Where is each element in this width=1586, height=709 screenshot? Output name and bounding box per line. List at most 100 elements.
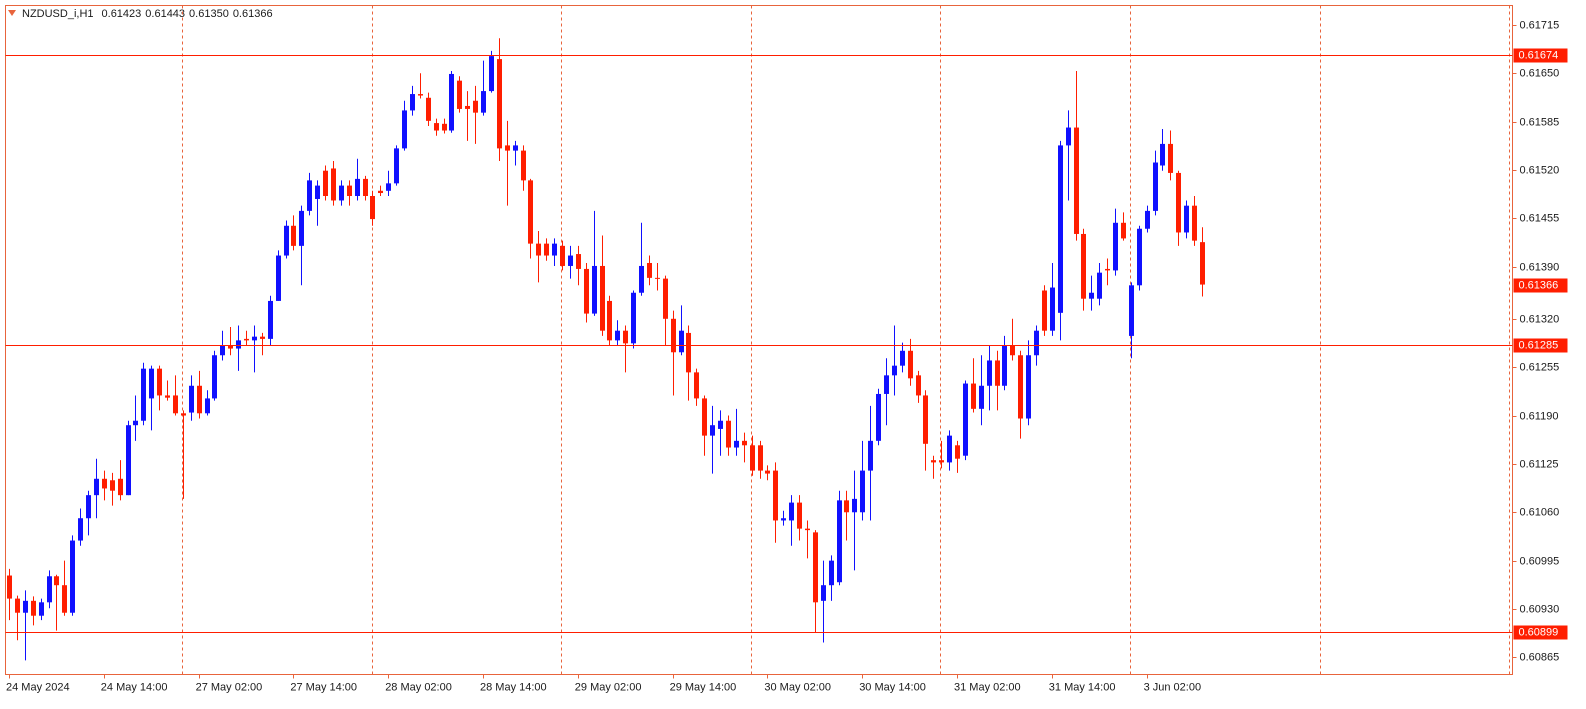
- candle-body: [884, 375, 889, 394]
- y-tick-label: 0.61520: [1520, 164, 1560, 176]
- candle-body: [410, 94, 415, 111]
- x-tick-label: 30 May 02:00: [764, 681, 831, 693]
- candle-body: [268, 300, 273, 339]
- candle-body: [442, 123, 447, 131]
- candle-body: [197, 385, 202, 414]
- candle-body: [165, 395, 170, 398]
- candle-body: [7, 575, 12, 599]
- candle-body: [702, 398, 707, 436]
- candle-body: [212, 355, 217, 399]
- candle-body: [710, 425, 715, 436]
- header-marker: [8, 10, 16, 16]
- candle-body: [157, 368, 162, 396]
- candle-body: [1034, 330, 1039, 356]
- candle-body: [1153, 162, 1158, 211]
- candle-body: [584, 268, 589, 314]
- candle-body: [1050, 287, 1055, 331]
- candle-body: [236, 340, 241, 349]
- candle-body: [149, 368, 154, 399]
- x-tick-label: 3 Jun 02:00: [1144, 681, 1202, 693]
- candle-body: [931, 460, 936, 463]
- candle-body: [276, 255, 281, 301]
- candle-body: [1184, 205, 1189, 233]
- candle-body: [513, 145, 518, 151]
- y-tick-label: 0.61390: [1520, 261, 1560, 273]
- candle-body: [686, 332, 691, 373]
- candle-body: [647, 262, 652, 278]
- candle-body: [126, 425, 131, 496]
- header-low: 0.61350: [189, 8, 229, 20]
- candle-body: [94, 478, 99, 496]
- candle-body: [821, 585, 826, 601]
- candle-body: [963, 383, 968, 456]
- candle-body: [1200, 242, 1205, 285]
- candle-body: [1018, 355, 1023, 419]
- candle-body: [623, 330, 628, 344]
- x-tick-label: 28 May 02:00: [385, 681, 452, 693]
- candle-body: [299, 210, 304, 246]
- candle-body: [86, 495, 91, 519]
- candle-body: [600, 265, 605, 331]
- candle-body: [876, 393, 881, 441]
- candle-body: [118, 478, 123, 496]
- candle-body: [1074, 127, 1079, 234]
- candle-body: [78, 518, 83, 541]
- candle-body: [663, 278, 668, 319]
- candle-body: [228, 345, 233, 349]
- level-price-label: 0.60899: [1519, 626, 1559, 638]
- candle-body: [1042, 290, 1047, 331]
- candle-body: [1145, 210, 1150, 229]
- header-open: 0.61423: [102, 8, 142, 20]
- candle-body: [615, 330, 620, 341]
- candle-body: [418, 94, 423, 96]
- level-price-box: [1513, 625, 1568, 640]
- candle-body: [70, 540, 75, 613]
- candle-body: [102, 478, 107, 489]
- candle-body: [110, 480, 115, 491]
- candle-body: [133, 420, 138, 426]
- candle-body: [521, 150, 526, 181]
- plot-frame: [5, 5, 1513, 675]
- candle-body: [805, 528, 810, 531]
- candle-body: [497, 59, 502, 149]
- candle-body: [655, 277, 660, 279]
- candle-body: [568, 255, 573, 266]
- y-tick-label: 0.60865: [1520, 651, 1560, 663]
- candle-body: [995, 360, 1000, 386]
- candle-body: [1129, 285, 1134, 336]
- candle-body: [1160, 143, 1165, 166]
- candle-body: [457, 80, 462, 109]
- x-tick-label: 27 May 14:00: [290, 681, 357, 693]
- candle-body: [955, 445, 960, 459]
- last-price-box: [1513, 278, 1568, 293]
- candle-body: [844, 500, 849, 513]
- candle-body: [386, 183, 391, 191]
- candle-body: [536, 243, 541, 256]
- candle-body: [307, 180, 312, 211]
- candle-body: [1168, 143, 1173, 173]
- x-tick-label: 29 May 02:00: [575, 681, 642, 693]
- y-tick-label: 0.60930: [1520, 603, 1560, 615]
- candle-body: [181, 413, 186, 416]
- candle-body: [560, 245, 565, 266]
- candle-body: [449, 73, 454, 131]
- header-high: 0.61443: [145, 8, 185, 20]
- candle-body: [62, 585, 67, 613]
- candle-body: [750, 445, 755, 471]
- candle-body: [544, 243, 549, 256]
- candle-body: [31, 600, 36, 616]
- candle-body: [315, 185, 320, 199]
- candle-body: [331, 168, 336, 201]
- candle-body: [189, 385, 194, 413]
- y-tick-label: 0.61060: [1520, 506, 1560, 518]
- y-tick-label: 0.61715: [1520, 19, 1560, 31]
- header-close: 0.61366: [233, 8, 273, 20]
- y-tick-label: 0.61455: [1520, 212, 1560, 224]
- candle-body: [426, 97, 431, 121]
- candle-body: [1192, 205, 1197, 241]
- candle-body: [355, 178, 360, 197]
- candle-body: [1026, 355, 1031, 419]
- candle-body: [797, 502, 802, 529]
- level-price-box: [1513, 48, 1568, 63]
- candle-body: [979, 385, 984, 409]
